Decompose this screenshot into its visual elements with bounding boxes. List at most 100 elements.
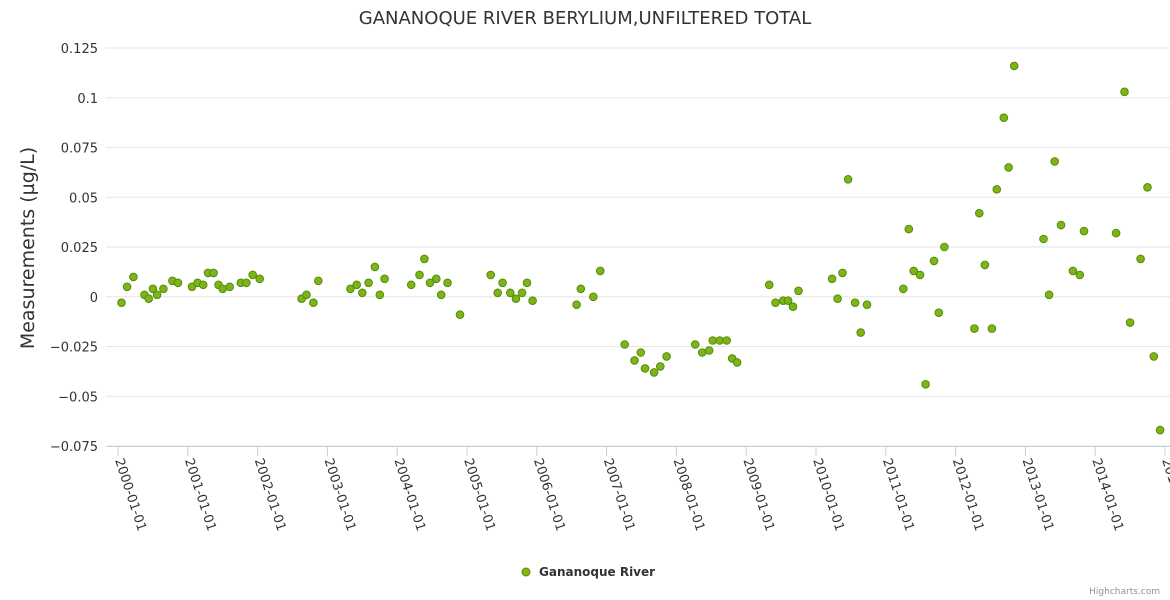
data-point[interactable] [783, 296, 793, 306]
credits-link[interactable]: Highcharts.com [1089, 587, 1160, 597]
data-point[interactable] [636, 348, 646, 357]
data-point[interactable] [346, 284, 355, 294]
data-point[interactable] [122, 282, 132, 292]
data-point[interactable] [486, 270, 496, 280]
data-point[interactable] [909, 266, 919, 276]
legend-label[interactable]: Gananoque River [539, 565, 655, 579]
data-point[interactable] [708, 336, 718, 345]
data-point[interactable] [722, 336, 732, 345]
data-point[interactable] [1050, 157, 1059, 166]
data-point[interactable] [248, 270, 257, 280]
data-point[interactable] [1111, 228, 1121, 238]
data-point[interactable] [314, 276, 323, 286]
data-point[interactable] [794, 286, 803, 296]
data-point[interactable] [1044, 290, 1054, 300]
data-point[interactable] [999, 113, 1009, 122]
data-point[interactable] [934, 308, 944, 318]
data-point[interactable] [1075, 270, 1085, 280]
data-point[interactable] [506, 288, 515, 298]
data-point[interactable] [159, 284, 168, 294]
data-point[interactable] [620, 340, 630, 349]
data-point[interactable] [697, 348, 707, 357]
data-point[interactable] [589, 292, 598, 302]
data-point[interactable] [656, 362, 665, 371]
data-point[interactable] [144, 294, 153, 304]
data-point[interactable] [856, 328, 866, 337]
data-point[interactable] [493, 288, 503, 298]
legend[interactable]: Gananoque River [521, 565, 655, 579]
data-point[interactable] [992, 185, 1002, 194]
data-point[interactable] [630, 356, 639, 365]
data-point[interactable] [771, 298, 780, 308]
data-point[interactable] [511, 294, 521, 304]
data-point[interactable] [1143, 183, 1152, 192]
data-point[interactable] [375, 290, 385, 300]
data-point[interactable] [843, 175, 853, 184]
data-point[interactable] [218, 284, 227, 294]
data-point[interactable] [704, 346, 714, 355]
data-point[interactable] [425, 278, 435, 288]
data-point[interactable] [1079, 226, 1089, 236]
data-point[interactable] [528, 296, 537, 306]
data-point[interactable] [364, 278, 373, 288]
data-point[interactable] [576, 284, 586, 294]
data-point[interactable] [173, 278, 183, 288]
data-point[interactable] [827, 274, 837, 284]
data-point[interactable] [929, 256, 939, 266]
data-point[interactable] [690, 340, 700, 349]
data-point[interactable] [415, 270, 424, 280]
data-point[interactable] [152, 290, 162, 300]
data-point[interactable] [242, 278, 251, 288]
data-point[interactable] [838, 268, 847, 278]
data-point[interactable] [572, 300, 581, 310]
data-point[interactable] [732, 358, 742, 367]
data-point[interactable] [1009, 61, 1019, 71]
data-point[interactable] [198, 280, 208, 290]
data-point[interactable] [850, 298, 860, 308]
data-point[interactable] [455, 310, 465, 320]
data-point[interactable] [715, 336, 725, 345]
data-point[interactable] [432, 274, 441, 284]
data-point[interactable] [970, 324, 979, 333]
data-point[interactable] [420, 254, 429, 264]
data-point[interactable] [517, 288, 527, 298]
data-point[interactable] [380, 274, 389, 284]
data-point[interactable] [1155, 425, 1165, 435]
data-point[interactable] [662, 352, 671, 361]
data-point[interactable] [1068, 266, 1078, 276]
data-point[interactable] [406, 280, 416, 290]
data-point[interactable] [255, 274, 265, 284]
data-point[interactable] [904, 224, 914, 234]
data-point[interactable] [915, 270, 925, 280]
data-point[interactable] [302, 290, 311, 300]
data-point[interactable] [498, 278, 507, 288]
data-point[interactable] [1056, 220, 1066, 230]
data-point[interactable] [1004, 163, 1013, 172]
data-point[interactable] [129, 272, 138, 282]
data-point[interactable] [358, 288, 367, 298]
data-point[interactable] [117, 298, 126, 308]
data-point[interactable] [764, 280, 774, 290]
data-point[interactable] [370, 262, 380, 272]
data-point[interactable] [833, 294, 842, 304]
data-point[interactable] [980, 260, 990, 270]
data-point[interactable] [975, 208, 984, 218]
data-point[interactable] [640, 364, 650, 373]
data-point[interactable] [522, 278, 532, 288]
data-point[interactable] [436, 290, 446, 300]
data-point[interactable] [596, 266, 605, 276]
data-point[interactable] [862, 300, 872, 310]
data-point[interactable] [309, 298, 318, 308]
data-point[interactable] [649, 368, 659, 377]
data-point[interactable] [940, 242, 949, 252]
data-point[interactable] [1149, 352, 1159, 361]
data-point[interactable] [1136, 254, 1145, 264]
data-point[interactable] [148, 284, 158, 294]
data-point[interactable] [1120, 87, 1129, 97]
data-point[interactable] [443, 278, 452, 288]
data-point[interactable] [987, 324, 997, 333]
data-point[interactable] [788, 302, 798, 312]
data-point[interactable] [225, 282, 234, 292]
data-point[interactable] [899, 284, 908, 294]
data-point[interactable] [921, 380, 930, 389]
